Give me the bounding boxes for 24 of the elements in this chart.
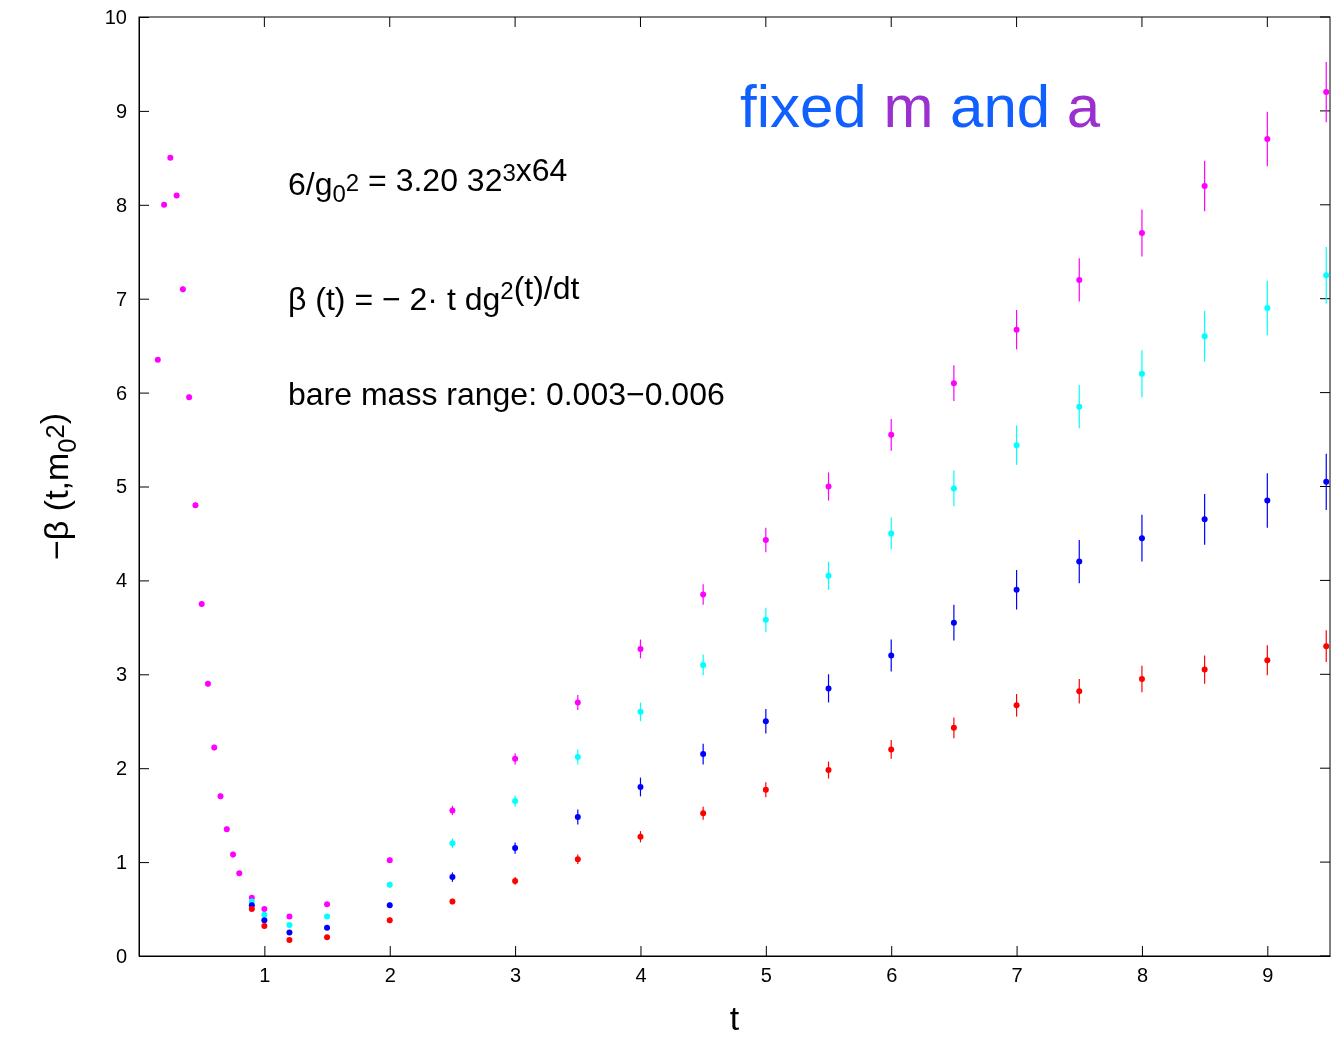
x-tick-label: 9 (1262, 964, 1274, 987)
y-tick-label: 4 (115, 569, 127, 592)
annotation: bare mass range: 0.003−0.006 (288, 376, 725, 412)
x-tick-label: 5 (760, 964, 772, 987)
x-tick-label: 3 (510, 964, 522, 987)
x-tick-label: 1 (259, 964, 271, 987)
y-tick-label: 8 (115, 193, 127, 216)
y-tick-label: 6 (115, 381, 127, 404)
x-tick-label: 2 (384, 964, 396, 987)
y-tick-label: 0 (115, 944, 127, 967)
y-tick-label: 10 (104, 5, 127, 28)
y-tick-label: 3 (115, 663, 127, 686)
y-tick-label: 2 (115, 757, 127, 780)
annotation: β (t) = − 2· t dg$^{2}$(t)/dt (288, 270, 580, 317)
y-tick-label: 5 (115, 475, 127, 498)
x-tick-label: 4 (635, 964, 647, 987)
y-tick-label: 9 (115, 99, 127, 122)
x-tick-label: 7 (1011, 964, 1023, 987)
x-axis-title: t (729, 999, 740, 1037)
annotation: fixed m and a (740, 73, 1101, 140)
y-tick-label: 7 (115, 287, 127, 310)
x-tick-label: 8 (1136, 964, 1149, 987)
x-tick-label: 6 (886, 964, 898, 987)
y-tick-label: 1 (115, 851, 127, 873)
